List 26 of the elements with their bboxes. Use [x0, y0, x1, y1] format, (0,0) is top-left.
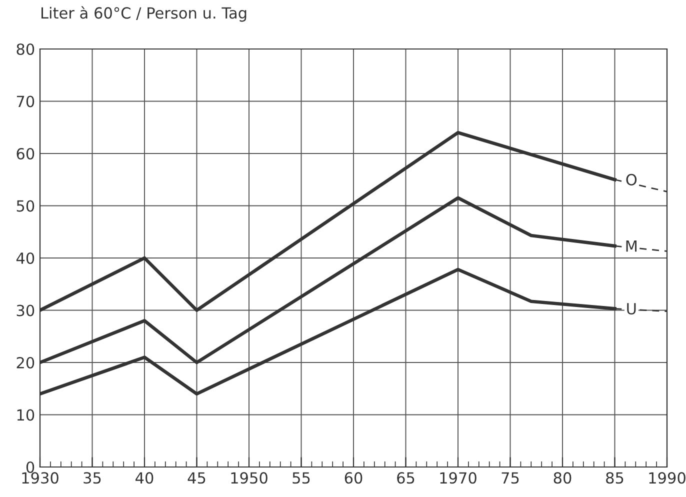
y-tick-label: 70 [16, 96, 34, 108]
y-tick-label: 50 [16, 200, 34, 212]
series-label: M [626, 240, 637, 252]
x-tick-label: 80 [554, 472, 572, 484]
y-tick-label: 80 [16, 43, 34, 56]
x-tick-label: 60 [344, 472, 362, 484]
series-label: U [627, 303, 636, 315]
series-label: O [626, 174, 637, 186]
x-tick-label: 65 [397, 472, 414, 484]
x-tick-label: 35 [84, 472, 101, 484]
y-tick-label: 20 [16, 356, 34, 369]
x-tick-label: 45 [188, 472, 206, 484]
y-axis-title: Liter à 60°C / Person u. Tag [42, 6, 246, 22]
x-tick-label: 1950 [231, 472, 268, 484]
y-tick-label: 30 [16, 304, 34, 316]
y-tick-label: 0 [26, 461, 34, 474]
x-tick-label: 75 [502, 472, 519, 484]
y-tick-label: 40 [16, 252, 34, 264]
x-tick-label: 1970 [440, 472, 476, 484]
x-tick-label: 40 [136, 472, 154, 484]
x-tick-label: 55 [292, 472, 310, 484]
x-tick-label: 1930 [22, 472, 58, 484]
y-tick-label: 10 [17, 409, 34, 421]
y-tick-label: 60 [16, 148, 34, 160]
x-tick-label: 1990 [649, 472, 686, 484]
x-tick-label: 85 [606, 472, 624, 484]
